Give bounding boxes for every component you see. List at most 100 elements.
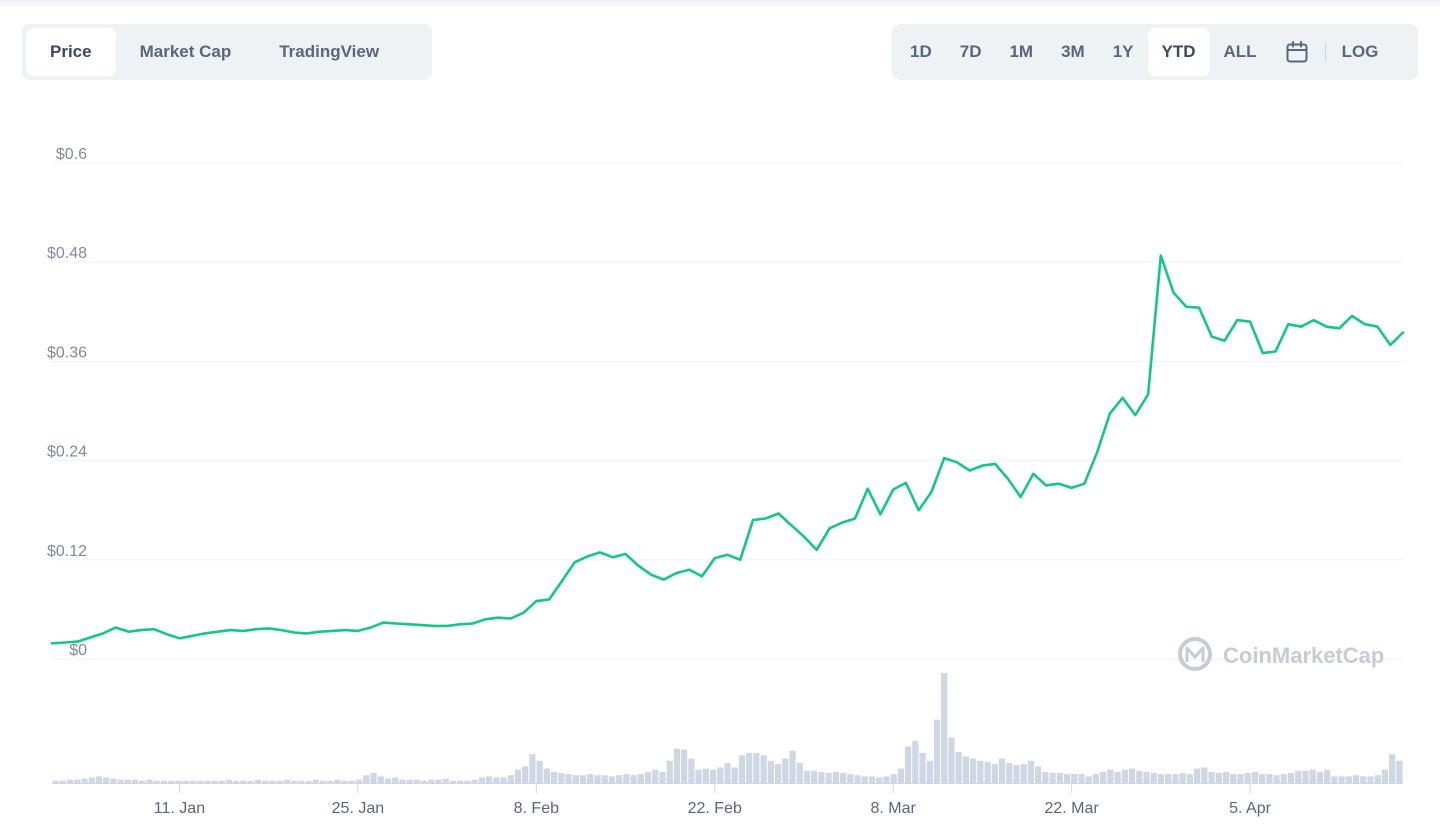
top-shadow (0, 0, 1440, 8)
tab-tradingview[interactable]: TradingView (279, 42, 380, 61)
volume-bar (955, 751, 962, 783)
volume-bar (1381, 769, 1389, 783)
volume-bar (1020, 764, 1027, 783)
time-range-selector: 1D 7D 1M 3M 1Y YTD ALL LOG (892, 24, 1418, 80)
range-3m[interactable]: 3M (1061, 42, 1085, 61)
calendar-icon[interactable] (1271, 28, 1323, 76)
tab-price[interactable]: Price (26, 28, 116, 76)
range-ytd[interactable]: YTD (1147, 28, 1210, 76)
logo-mark (1185, 646, 1205, 662)
volume-bar (1316, 771, 1324, 783)
volume-bar (1338, 776, 1345, 783)
volume-bar (370, 773, 377, 783)
volume-bar (644, 771, 652, 783)
volume-bar (233, 780, 240, 783)
range-all[interactable]: ALL (1223, 42, 1257, 61)
volume-bar (868, 776, 876, 783)
volume-bar (1295, 770, 1302, 783)
volume-bar (131, 779, 139, 783)
volume-bar (702, 768, 709, 783)
volume-bar (500, 777, 507, 783)
volume-bar (919, 753, 926, 783)
volume-bar (623, 774, 630, 783)
volume-bar (218, 780, 225, 783)
volume-bar (110, 778, 117, 783)
volume-bar (1186, 774, 1193, 783)
volume-bar (1331, 776, 1338, 783)
volume-bar (1208, 771, 1215, 783)
volume-bar (688, 758, 695, 783)
volume-bar (124, 779, 131, 783)
volume-bar (1143, 771, 1150, 783)
volume-bar (319, 780, 327, 783)
volume-bar (363, 775, 370, 783)
chart-view-tabs: Price Market Cap TradingView (22, 24, 432, 80)
volume-bar (406, 779, 413, 783)
volume-bar (1063, 774, 1071, 783)
volume-bar (1396, 760, 1403, 783)
volume-bar (1222, 771, 1230, 783)
y-tick-label: $0.36 (47, 344, 87, 361)
volume-bar (1309, 769, 1316, 783)
volume-bar (948, 737, 955, 783)
volume-bar (66, 779, 74, 783)
volume-bar (1287, 773, 1295, 783)
volume-bar (731, 767, 738, 783)
x-tick-label: 5. Apr (1229, 800, 1271, 817)
y-tick-label: $0.48 (47, 245, 87, 262)
volume-bar (1042, 771, 1049, 783)
volume-bar (738, 755, 746, 783)
volume-bar (760, 755, 767, 783)
volume-bar (1244, 773, 1251, 783)
volume-bar (796, 763, 803, 783)
y-tick-label: $0 (69, 642, 87, 659)
volume-bar (377, 776, 384, 783)
volume-bar (74, 779, 81, 783)
x-tick-label: 22. Feb (688, 800, 742, 817)
range-1y[interactable]: 1Y (1112, 42, 1134, 61)
volume-bar (970, 758, 977, 783)
x-tick-label: 11. Jan (154, 800, 205, 817)
range-1d[interactable]: 1D (910, 42, 932, 61)
volume-bar (1389, 754, 1396, 783)
range-7d[interactable]: 7D (959, 42, 982, 61)
volume-bar (139, 780, 146, 783)
volume-bar (485, 776, 493, 783)
volume-bar (991, 764, 998, 783)
volume-bar (88, 777, 95, 783)
volume-bar (1128, 768, 1136, 783)
volume-bar (305, 780, 312, 783)
volume-bar (117, 779, 124, 783)
y-tick-label: $0.6 (56, 146, 87, 163)
volume-bar (1237, 774, 1244, 783)
tab-market-cap[interactable]: Market Cap (139, 42, 232, 61)
volume-bar (1215, 773, 1222, 783)
volume-bar (1035, 766, 1042, 783)
volume-bar (514, 769, 522, 783)
volume-bar (204, 780, 211, 783)
volume-bar (420, 780, 428, 783)
x-tick-label: 8. Mar (871, 800, 917, 817)
volume-bar (616, 775, 623, 783)
volume-bar (601, 775, 608, 783)
volume-bar (926, 760, 933, 783)
volume-bar (890, 774, 897, 783)
volume-bar (435, 779, 442, 783)
volume-bar (493, 777, 500, 783)
volume-bar (1006, 763, 1013, 783)
volume-bar (327, 780, 334, 783)
range-1m[interactable]: 1M (1009, 42, 1034, 61)
volume-bar (449, 780, 457, 783)
volume-bar (1360, 776, 1367, 783)
volume-bar (912, 740, 919, 783)
volume-bar (1352, 775, 1360, 783)
volume-bar (832, 771, 839, 783)
volume-bar (933, 719, 941, 783)
log-scale-toggle[interactable]: LOG (1341, 42, 1379, 61)
volume-bar (254, 779, 262, 783)
volume-bar (1201, 767, 1208, 783)
volume-bar (1027, 760, 1035, 783)
volume-bar (709, 769, 717, 783)
volume-bar (659, 771, 666, 783)
volume-bar (883, 776, 890, 783)
